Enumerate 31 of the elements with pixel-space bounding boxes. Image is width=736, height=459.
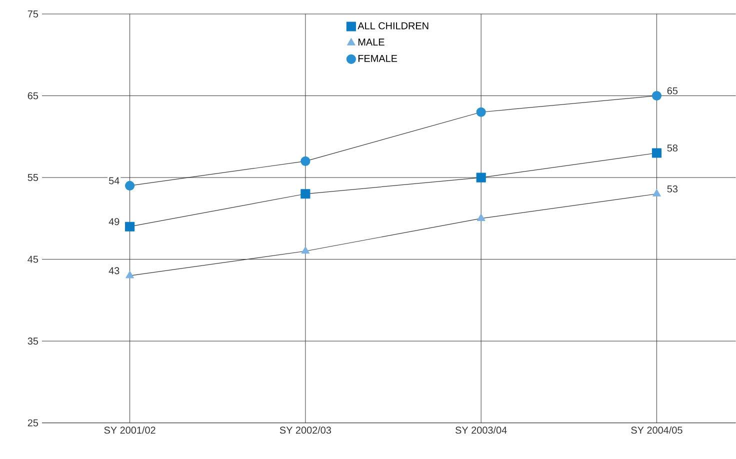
data-label: 54 [108, 177, 120, 184]
point [300, 189, 310, 199]
point [476, 107, 486, 117]
y-tick-label: 65 [28, 92, 38, 100]
point [125, 181, 135, 191]
y-tick-label: 75 [28, 10, 38, 18]
x-tick-label: SY 2002/03 [280, 426, 332, 434]
x-tick-label: SY 2004/05 [631, 426, 682, 434]
point [301, 246, 310, 254]
y-tick-label: 35 [28, 338, 38, 345]
data-label: 49 [108, 218, 120, 226]
data-label: 58 [667, 144, 678, 152]
legend-label: MALE [358, 38, 384, 46]
point [476, 172, 486, 182]
point [652, 148, 662, 158]
y-tick-label: 25 [28, 419, 38, 426]
x-tick-label: SY 2001/02 [104, 426, 156, 434]
x-tick-label: SY 2003/04 [456, 426, 507, 434]
point [300, 156, 310, 166]
point [652, 91, 662, 101]
point [125, 222, 135, 232]
legend-label: FEMALE [358, 55, 398, 62]
point [476, 214, 486, 222]
y-tick-label: 55 [28, 174, 38, 182]
data-label: 43 [108, 267, 120, 274]
data-label: 65 [667, 87, 678, 94]
legend-label: ALL CHILDREN [358, 22, 428, 30]
y-tick-label: 45 [28, 256, 38, 263]
point [126, 270, 134, 278]
data-label: 53 [667, 185, 678, 193]
point [652, 189, 661, 197]
